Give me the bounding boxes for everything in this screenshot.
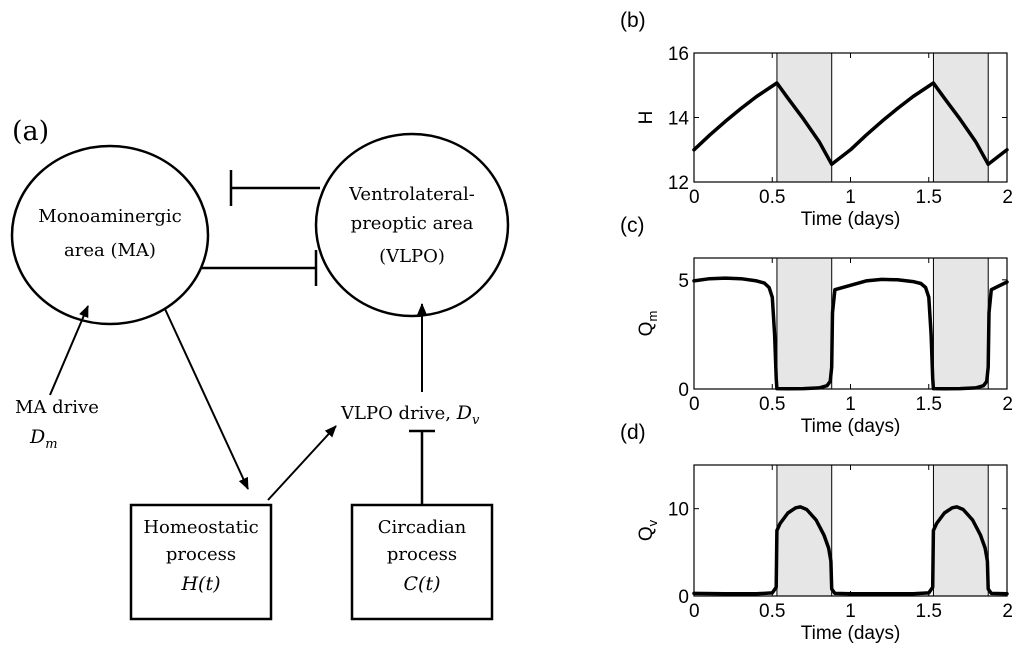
circadian-label-2: process	[387, 544, 457, 565]
y-tick-label: 14	[668, 109, 690, 130]
x-tick-label: 0	[689, 187, 700, 208]
homeostatic-label-1: Homeostatic	[143, 517, 258, 538]
x-tick-label: 2	[1002, 187, 1012, 208]
panel-label: (d)	[620, 421, 646, 444]
y-axis-label: H	[636, 111, 657, 125]
ma-drive-label: MA drive	[15, 397, 99, 418]
x-tick-label: 1.5	[916, 601, 942, 622]
y-axis-label-main: Q	[636, 322, 657, 337]
shaded-interval-0	[776, 257, 833, 390]
y-axis-label-sub: m	[645, 311, 660, 322]
ma-node-label-2: area (MA)	[64, 240, 156, 261]
ma-node	[10, 144, 210, 326]
x-axis-label: Time (days)	[801, 623, 901, 644]
vlpo-drive-label: VLPO drive, Dv	[340, 402, 480, 428]
series-line	[692, 81, 1009, 167]
y-tick-label: 16	[668, 44, 689, 65]
plot-panel-2: 0 0.5 1 1.5 2 0 10 Time (days) Qv (d)	[620, 421, 1012, 644]
x-tick-label: 2	[1002, 394, 1012, 415]
x-tick-label: 1.5	[916, 187, 942, 208]
vlpo-node-label-2: preoptic area	[351, 213, 474, 234]
x-tick-label: 1	[845, 394, 856, 415]
y-tick-label: 0	[678, 587, 689, 608]
y-tick-label: 10	[668, 500, 689, 521]
circadian-node	[350, 503, 494, 621]
vlpo-node-label-1: Ventrolateral-	[348, 184, 475, 205]
y-axis-label-sub: v	[645, 519, 660, 526]
panel-label: (c)	[620, 214, 645, 237]
y-tick-label: 0	[678, 380, 689, 401]
y-axis-label-main: Q	[636, 526, 657, 541]
x-tick-label: 1	[845, 601, 856, 622]
homeostatic-node	[129, 503, 273, 621]
x-tick-label: 2	[1002, 601, 1012, 622]
x-axis-label: Time (days)	[801, 416, 901, 437]
plot-panel-0: 0 0.5 1 1.5 2 12 14 16 Time (days) H (b)	[620, 9, 1012, 230]
panel-label: (b)	[620, 9, 646, 32]
arrow-homeostatic-to-vlpo-drive	[267, 425, 337, 501]
ma-node-label-1: Monoaminergic	[38, 206, 181, 227]
x-tick-label: 1.5	[916, 394, 942, 415]
y-axis-label: Qv	[636, 519, 660, 541]
y-tick-label: 5	[678, 271, 689, 292]
circadian-label-3: C(t)	[404, 573, 441, 595]
inhibition-vlpo-to-ma	[229, 170, 320, 206]
x-tick-label: 0.5	[759, 601, 785, 622]
ma-drive-symbol: Dm	[29, 426, 58, 452]
inhibition-ma-to-vlpo	[202, 250, 318, 286]
inhibition-circadian-to-vlpo-drive	[409, 429, 435, 505]
x-tick-label: 0.5	[759, 394, 785, 415]
homeostatic-label-2: process	[166, 544, 236, 565]
x-tick-label: 0	[689, 601, 700, 622]
homeostatic-label-3: H(t)	[180, 573, 220, 595]
x-tick-label: 0	[689, 394, 700, 415]
y-axis-label-main: H	[636, 111, 657, 125]
x-tick-label: 0.5	[759, 187, 785, 208]
x-axis-label: Time (days)	[801, 209, 901, 230]
x-tick-label: 1	[845, 187, 856, 208]
series-line	[692, 276, 1009, 391]
y-axis-label: Qm	[636, 311, 660, 337]
plot-panel-1: 0 0.5 1 1.5 2 0 5 Time (days) Qm (c)	[620, 214, 1012, 437]
arrow-ma-drive-to-ma	[49, 305, 89, 396]
shaded-interval-1	[932, 257, 989, 390]
arrow-ma-to-homeostatic	[164, 308, 249, 490]
vlpo-node-label-3: (VLPO)	[379, 246, 445, 267]
diagram-panel: (a) Monoaminergic area (MA) Ventrolatera…	[10, 116, 510, 621]
vlpo-node	[314, 132, 510, 318]
circadian-label-1: Circadian	[378, 517, 467, 538]
y-tick-label: 12	[668, 173, 689, 194]
panel-label-a: (a)	[12, 116, 49, 147]
